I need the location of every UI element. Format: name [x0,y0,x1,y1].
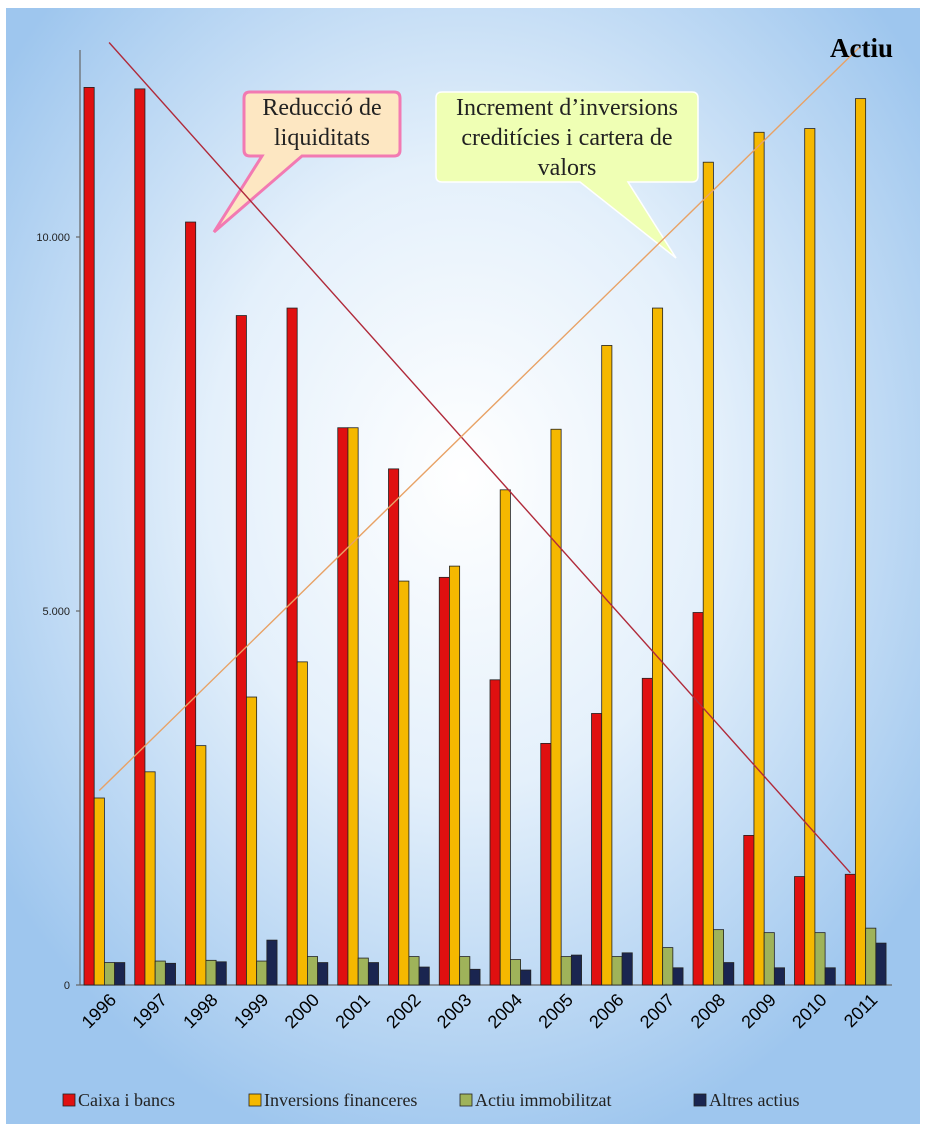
bar-2-2011 [855,98,867,986]
bar-4-2003 [469,968,481,986]
bar-3-2009 [763,932,775,986]
legend-label-3: Actiu immobilitzat [475,1090,611,1110]
bar-4-1996 [114,962,126,986]
bar-2-1996 [93,797,105,986]
bar-4-2005 [570,954,582,986]
callout-liquiditats-bubble [212,90,402,234]
callout-liquiditats-text: Reducció de liquiditats [262,95,382,151]
bar-3-1996 [104,962,116,986]
legend-label-1: Caixa i bancs [78,1090,175,1110]
legend-swatch-2 [248,1093,262,1107]
y-tick-label-0: 0 [64,980,70,992]
bar-1-2004 [489,679,501,986]
bar-3-2010 [814,932,826,986]
callout-inversions-bubble [435,91,699,259]
bar-1-2006 [591,713,603,986]
bar-1-2000 [286,307,298,986]
y-tick-label-1: 5.000 [42,606,70,618]
bar-4-2001 [367,962,379,986]
bar-2-2006 [601,345,613,986]
bar-3-2003 [459,956,471,986]
bar-1-1997 [134,88,146,986]
bar-2-2004 [499,489,511,986]
bar-3-2006 [611,956,623,986]
bar-1-2011 [844,873,856,986]
bar-3-2001 [357,957,369,986]
bar-4-2006 [621,952,633,986]
bar-4-2010 [824,967,836,986]
legend-label-4: Altres actius [709,1090,799,1110]
bar-3-2011 [865,927,877,986]
bar-1-2008 [692,612,704,986]
bar-2-1998 [195,745,207,986]
bar-1-1996 [83,87,95,986]
bar-1-2010 [794,876,806,986]
bar-3-2000 [306,956,318,986]
bar-1-2005 [540,742,552,986]
legend-swatch-3 [459,1093,473,1107]
bar-2-2005 [550,428,562,986]
bar-1-1999 [235,315,247,986]
bar-4-2000 [317,962,329,986]
bar-3-1998 [205,959,217,986]
bar-1-2001 [337,427,349,986]
callout-inversions-text: Increment d’inversions creditícies i car… [456,95,678,181]
bar-4-1998 [215,961,227,986]
bar-1-2007 [641,677,653,986]
bar-4-2004 [520,969,532,986]
bar-3-2002 [408,956,420,986]
bar-2-1999 [246,696,258,986]
bar-4-2007 [672,967,684,986]
chart-title: Actiu [830,33,893,63]
bar-4-2011 [875,942,887,986]
bar-3-2008 [713,929,725,986]
bar-1-2002 [388,468,400,986]
bar-2-2002 [398,580,410,986]
y-tick-label-2: 10.000 [36,232,70,244]
bar-3-2004 [509,959,521,986]
bar-2-2009 [753,131,765,986]
legend-label-2: Inversions financeres [264,1090,417,1110]
trend-line-2 [98,45,862,792]
bar-2-2000 [296,661,308,986]
bar-3-2005 [560,956,572,986]
bar-4-1997 [164,962,176,986]
bar-2-2001 [347,427,359,986]
bar-2-2008 [702,161,714,986]
bar-3-2007 [662,947,674,986]
bar-4-1999 [266,939,278,986]
bar-2-2003 [449,565,461,986]
bar-1-1998 [185,221,197,986]
bar-3-1999 [256,960,268,986]
bar-4-2002 [418,966,430,986]
bar-1-2009 [743,835,755,986]
legend-swatch-1 [62,1093,76,1107]
bar-2-2010 [804,128,816,986]
trend-line-1 [108,42,851,874]
bar-1-2003 [438,576,450,986]
bar-4-2008 [723,962,735,986]
bar-2-1997 [144,771,156,986]
legend-swatch-4 [693,1093,707,1107]
bar-4-2009 [773,967,785,986]
bar-2-2007 [652,307,664,986]
bar-3-1997 [154,960,166,986]
